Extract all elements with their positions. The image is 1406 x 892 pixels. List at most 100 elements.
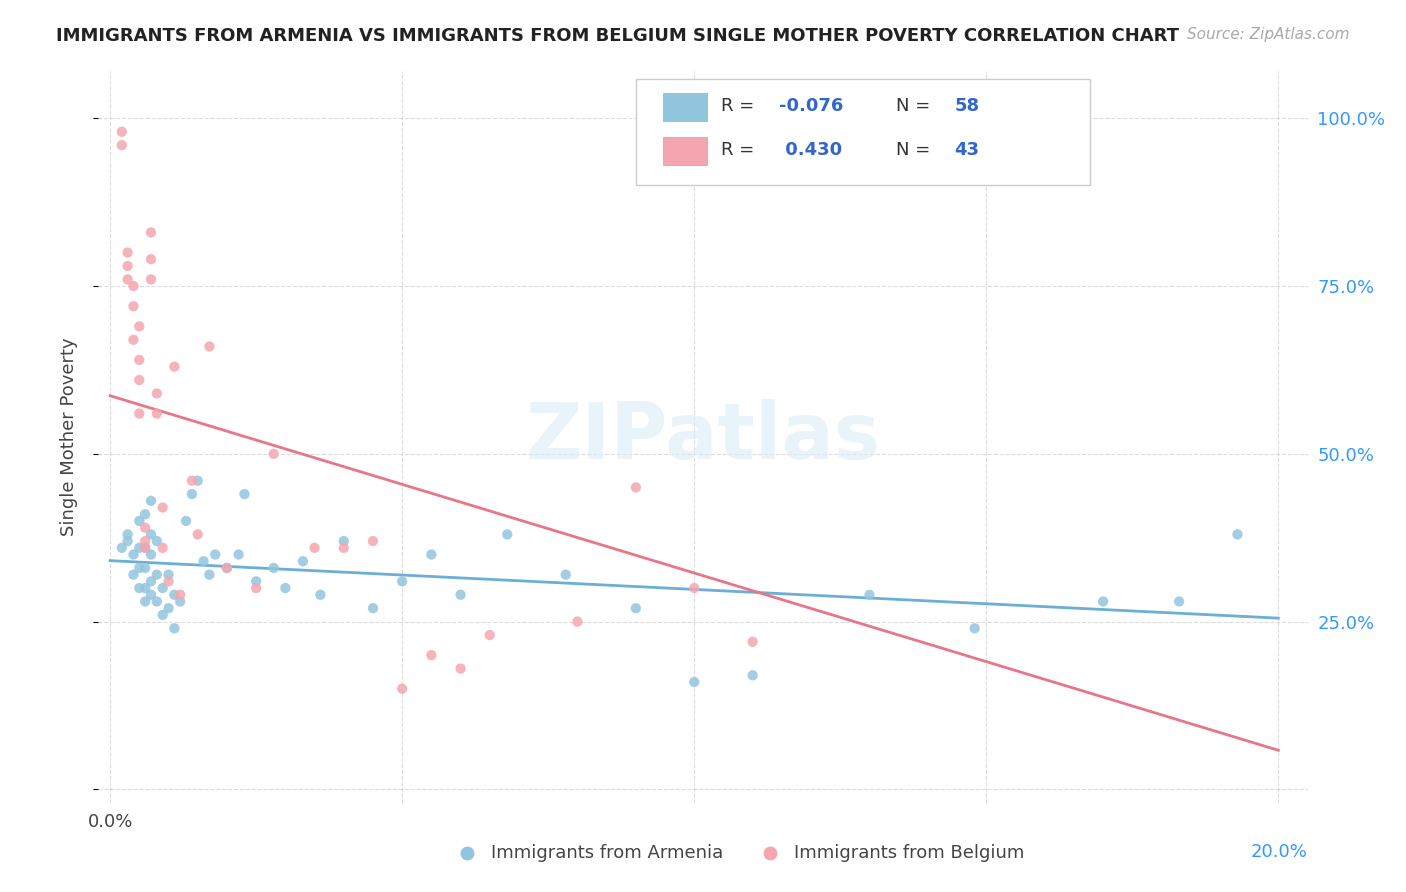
FancyBboxPatch shape bbox=[664, 94, 707, 121]
Text: ZIPatlas: ZIPatlas bbox=[526, 399, 880, 475]
FancyBboxPatch shape bbox=[664, 137, 707, 165]
Y-axis label: Single Mother Poverty: Single Mother Poverty bbox=[59, 338, 77, 536]
Point bbox=[163, 588, 186, 602]
Point bbox=[117, 272, 139, 286]
Text: 20.0%: 20.0% bbox=[1251, 843, 1308, 861]
Point bbox=[361, 534, 384, 549]
Point bbox=[157, 574, 180, 589]
Text: Immigrants from Armenia: Immigrants from Armenia bbox=[492, 844, 724, 862]
Point bbox=[122, 548, 145, 562]
Point bbox=[215, 561, 238, 575]
Text: IMMIGRANTS FROM ARMENIA VS IMMIGRANTS FROM BELGIUM SINGLE MOTHER POVERTY CORRELA: IMMIGRANTS FROM ARMENIA VS IMMIGRANTS FR… bbox=[56, 27, 1180, 45]
Point bbox=[624, 601, 647, 615]
Text: 58: 58 bbox=[955, 97, 980, 115]
Point bbox=[139, 548, 162, 562]
Point bbox=[139, 527, 162, 541]
Point bbox=[858, 138, 880, 153]
Point bbox=[391, 681, 413, 696]
Point bbox=[152, 500, 174, 515]
Point bbox=[169, 594, 191, 608]
Point bbox=[228, 548, 250, 562]
Point bbox=[152, 541, 174, 555]
Point bbox=[204, 548, 226, 562]
Point bbox=[274, 581, 297, 595]
Point bbox=[1226, 527, 1249, 541]
FancyBboxPatch shape bbox=[637, 78, 1090, 185]
Text: -0.076: -0.076 bbox=[779, 97, 844, 115]
Point bbox=[741, 668, 763, 682]
Point bbox=[245, 581, 267, 595]
Text: 43: 43 bbox=[955, 141, 980, 160]
Point bbox=[139, 226, 162, 240]
Point bbox=[146, 407, 169, 421]
Point bbox=[128, 561, 150, 575]
Point bbox=[128, 319, 150, 334]
Point bbox=[128, 541, 150, 555]
Point bbox=[496, 527, 519, 541]
Point bbox=[450, 588, 472, 602]
Point bbox=[122, 279, 145, 293]
Point bbox=[304, 541, 326, 555]
Point bbox=[128, 514, 150, 528]
Point bbox=[163, 621, 186, 635]
Point bbox=[554, 567, 576, 582]
Point bbox=[146, 386, 169, 401]
Point bbox=[187, 527, 209, 541]
Point bbox=[128, 352, 150, 367]
Point bbox=[478, 628, 501, 642]
Text: R =: R = bbox=[721, 97, 761, 115]
Point bbox=[134, 534, 156, 549]
Point bbox=[146, 534, 169, 549]
Point bbox=[193, 554, 215, 568]
Point bbox=[180, 487, 202, 501]
Point bbox=[683, 581, 706, 595]
Point bbox=[624, 480, 647, 494]
Point bbox=[139, 272, 162, 286]
Point bbox=[1168, 594, 1191, 608]
Point bbox=[309, 588, 332, 602]
Point bbox=[139, 574, 162, 589]
Point bbox=[139, 588, 162, 602]
Text: Immigrants from Belgium: Immigrants from Belgium bbox=[793, 844, 1024, 862]
Point bbox=[332, 541, 354, 555]
Point bbox=[117, 259, 139, 273]
Point bbox=[263, 447, 285, 461]
Point bbox=[146, 567, 169, 582]
Text: N =: N = bbox=[897, 141, 936, 160]
Point bbox=[198, 339, 221, 353]
Point bbox=[128, 581, 150, 595]
Point bbox=[111, 125, 134, 139]
Point bbox=[245, 574, 267, 589]
Point bbox=[741, 634, 763, 648]
Point bbox=[134, 581, 156, 595]
Point bbox=[152, 581, 174, 595]
Point bbox=[134, 541, 156, 555]
Point bbox=[146, 594, 169, 608]
Point bbox=[450, 662, 472, 676]
Point bbox=[163, 359, 186, 374]
Point bbox=[1092, 594, 1115, 608]
Point bbox=[122, 333, 145, 347]
Point bbox=[420, 548, 443, 562]
Point bbox=[111, 138, 134, 153]
Point bbox=[332, 534, 354, 549]
Point bbox=[134, 561, 156, 575]
Point bbox=[180, 474, 202, 488]
Point bbox=[117, 534, 139, 549]
Point bbox=[128, 373, 150, 387]
Text: Source: ZipAtlas.com: Source: ZipAtlas.com bbox=[1187, 27, 1350, 42]
Point bbox=[122, 567, 145, 582]
Point bbox=[152, 607, 174, 622]
Point bbox=[169, 588, 191, 602]
Point bbox=[111, 541, 134, 555]
Point bbox=[215, 561, 238, 575]
Point bbox=[291, 554, 314, 568]
Point bbox=[117, 527, 139, 541]
Point bbox=[391, 574, 413, 589]
Point bbox=[134, 541, 156, 555]
Point bbox=[683, 675, 706, 690]
Point bbox=[858, 588, 880, 602]
Text: 0.430: 0.430 bbox=[779, 141, 842, 160]
Point bbox=[134, 521, 156, 535]
Point bbox=[963, 621, 986, 635]
